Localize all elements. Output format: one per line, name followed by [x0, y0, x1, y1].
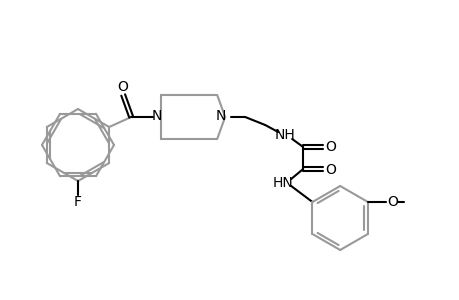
- Text: O: O: [386, 195, 397, 209]
- Text: O: O: [325, 163, 336, 177]
- Text: O: O: [118, 80, 129, 94]
- Text: N: N: [151, 109, 162, 123]
- Text: O: O: [325, 140, 336, 154]
- Text: N: N: [216, 109, 226, 123]
- Text: F: F: [74, 195, 82, 209]
- Text: HN: HN: [272, 176, 293, 190]
- Text: NH: NH: [274, 128, 295, 142]
